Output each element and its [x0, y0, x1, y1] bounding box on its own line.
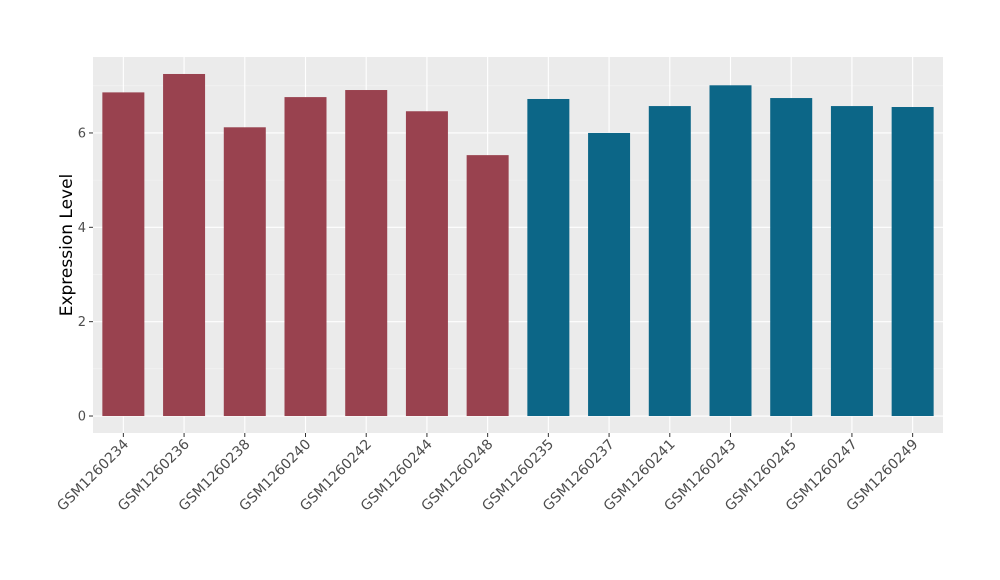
bar: [770, 98, 813, 417]
y-axis-title: Expression Level: [57, 174, 77, 317]
bar: [588, 132, 631, 417]
y-tick-label: 0: [78, 410, 86, 425]
bar: [223, 127, 266, 417]
bar: [405, 111, 448, 417]
y-tick-label: 2: [78, 315, 86, 330]
bar: [891, 107, 934, 417]
bar: [648, 106, 691, 417]
bar: [466, 155, 509, 417]
bar: [830, 106, 873, 417]
bar: [102, 92, 145, 417]
bar: [284, 97, 327, 417]
bar: [709, 85, 752, 417]
bar: [163, 73, 206, 417]
panel: [93, 57, 943, 433]
bar: [527, 98, 570, 417]
bar: [345, 90, 388, 417]
y-tick-label: 6: [78, 126, 86, 141]
y-tick-label: 4: [78, 221, 86, 236]
